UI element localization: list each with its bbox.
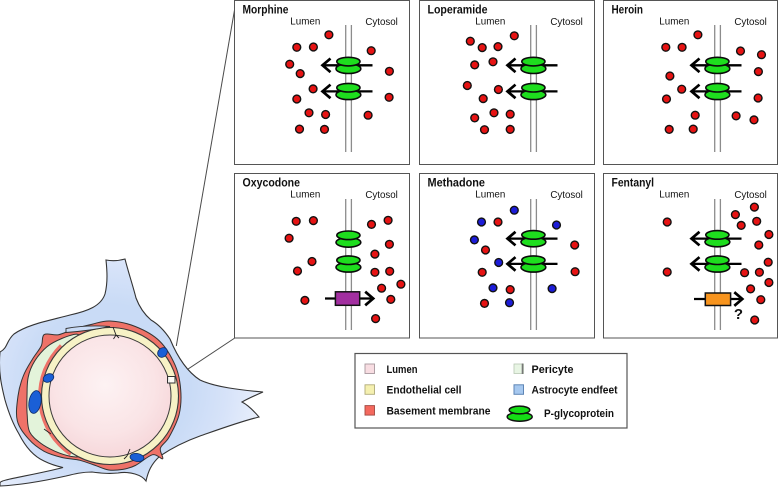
svg-text:Methadone: Methadone <box>428 176 486 190</box>
svg-text:P-glycoprotein: P-glycoprotein <box>544 408 614 420</box>
svg-text:Morphine: Morphine <box>243 3 289 17</box>
svg-text:Cytosol: Cytosol <box>734 17 767 28</box>
svg-text:Lumen: Lumen <box>475 17 505 28</box>
svg-text:Lumen: Lumen <box>475 190 505 201</box>
svg-text:Fentanyl: Fentanyl <box>612 176 655 190</box>
svg-text:?: ? <box>734 306 743 323</box>
svg-text:Endothelial cell: Endothelial cell <box>387 385 462 397</box>
svg-text:Lumen: Lumen <box>387 364 418 376</box>
svg-text:Lumen: Lumen <box>659 17 689 28</box>
svg-text:Basement membrane: Basement membrane <box>387 405 491 417</box>
svg-text:Cytosol: Cytosol <box>734 190 767 201</box>
svg-text:Heroin: Heroin <box>612 3 644 17</box>
svg-text:Lumen: Lumen <box>659 190 689 201</box>
svg-text:Cytosol: Cytosol <box>365 17 398 28</box>
svg-text:Pericyte: Pericyte <box>532 364 574 376</box>
svg-text:Cytosol: Cytosol <box>365 190 398 201</box>
svg-text:Lumen: Lumen <box>290 17 320 28</box>
svg-text:Oxycodone: Oxycodone <box>243 176 301 190</box>
svg-text:Lumen: Lumen <box>290 190 320 201</box>
svg-text:Cytosol: Cytosol <box>550 190 583 201</box>
svg-text:Loperamide: Loperamide <box>428 3 488 17</box>
svg-text:Astrocyte endfeet: Astrocyte endfeet <box>532 385 618 397</box>
svg-text:Cytosol: Cytosol <box>550 17 583 28</box>
